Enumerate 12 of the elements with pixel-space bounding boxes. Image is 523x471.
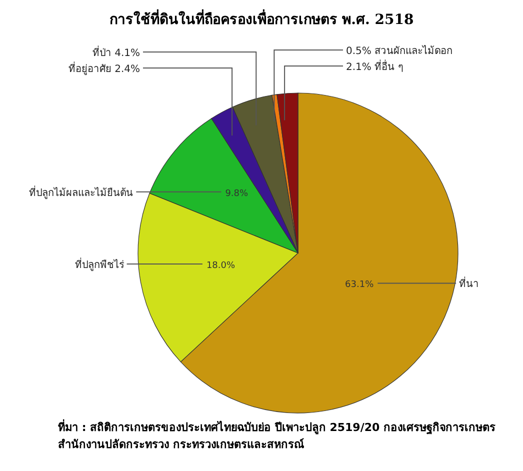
text: ที่มา : สถิติการเกษตรของประเทศไทยฉบับย่อ ปีเพาะปลูก 2519/20 กองเศรษฐกิจการเกษตร สำนักงานปลัดกระทรวง กระทรวงเกษตรและสหกรณ์	[58, 420, 496, 452]
slice-label: ที่อยู่อาศัย 2.4%	[68, 61, 140, 75]
slice-label: ที่นา	[459, 276, 480, 290]
slice-label: ที่ปลูกพืชไร่	[74, 256, 125, 271]
slice-label: ที่ป่า 4.1%	[92, 45, 140, 59]
data-label: 18.0%	[206, 260, 236, 271]
slice-label: 0.5% สวนผักและไม้ดอก	[346, 45, 453, 57]
slice-label: ที่ปลูกไม้ผลและไม้ยืนต้น	[29, 184, 134, 199]
slice-label: 2.1% ที่อื่น ๆ	[346, 59, 403, 73]
chart-title: การใช้ที่ดินในที่ถือครองเพื่อการเกษตร พ.ศ. 2518	[108, 8, 415, 30]
data-label: 9.8%	[225, 188, 249, 199]
data-label: 63.1%	[345, 280, 374, 290]
